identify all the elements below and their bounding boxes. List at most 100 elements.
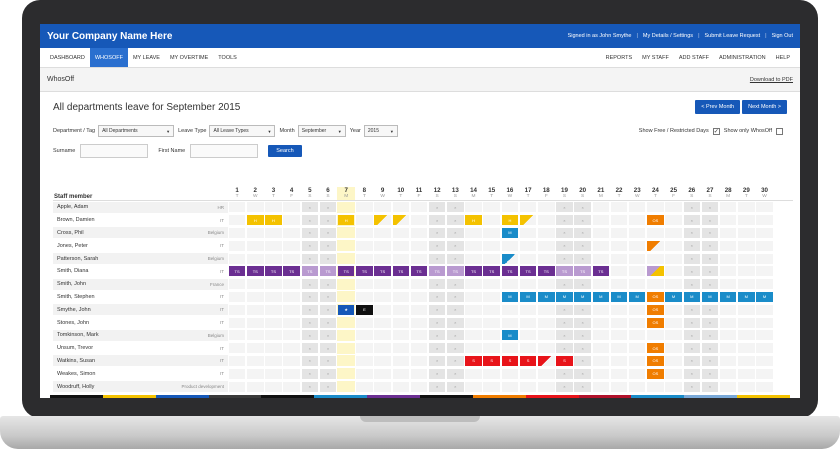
empty-day[interactable] [410, 291, 428, 302]
empty-day[interactable] [665, 381, 682, 392]
day-cell[interactable] [264, 368, 282, 379]
day-cell[interactable] [519, 215, 537, 226]
empty-day[interactable] [356, 240, 373, 251]
empty-day[interactable] [410, 304, 428, 315]
day-cell[interactable]: × [301, 279, 319, 290]
staff-name[interactable]: Patterson, Sarah [57, 255, 99, 262]
empty-day[interactable] [465, 343, 482, 354]
day-cell[interactable]: OS [646, 355, 664, 366]
empty-day[interactable] [610, 317, 628, 328]
staff-name[interactable]: Tomkinson, Mark [57, 332, 99, 339]
empty-day[interactable] [356, 227, 373, 238]
day-cell[interactable] [665, 317, 683, 328]
empty-day[interactable] [265, 330, 282, 341]
day-cell[interactable]: × [683, 266, 701, 277]
day-cell[interactable] [228, 381, 246, 392]
day-cell[interactable]: × [446, 317, 464, 328]
empty-day[interactable] [283, 317, 300, 328]
day-cell[interactable]: × [301, 202, 319, 213]
day-cell[interactable]: TS [374, 266, 392, 277]
empty-day[interactable] [410, 381, 428, 392]
empty-day[interactable] [374, 355, 391, 366]
day-cell[interactable]: S [519, 355, 537, 366]
empty-day[interactable] [247, 291, 264, 302]
day-cell[interactable]: S [464, 355, 482, 366]
leave-block[interactable]: M [701, 291, 719, 302]
empty-day[interactable] [501, 240, 519, 251]
day-cell[interactable] [646, 253, 664, 264]
empty-day[interactable] [247, 304, 264, 315]
day-cell[interactable] [283, 368, 301, 379]
day-cell[interactable] [501, 368, 519, 379]
staff-name-cell[interactable]: Unsum, Trevor IT [53, 343, 228, 354]
download-pdf-link[interactable]: Download to PDF [749, 76, 793, 83]
day-cell[interactable] [646, 240, 664, 251]
empty-day[interactable] [247, 279, 264, 290]
day-cell[interactable] [337, 342, 356, 354]
staff-name[interactable]: Unsum, Trevor [57, 345, 94, 352]
empty-day[interactable] [228, 381, 246, 392]
empty-day[interactable] [628, 355, 646, 366]
day-cell[interactable]: OS [646, 215, 664, 226]
day-cell[interactable] [374, 253, 392, 264]
day-cell[interactable]: × [446, 381, 464, 392]
day-cell[interactable]: S [483, 355, 501, 366]
empty-day[interactable] [265, 381, 282, 392]
day-cell[interactable]: × [428, 304, 446, 315]
empty-day[interactable] [538, 279, 555, 290]
empty-day[interactable] [483, 343, 500, 354]
day-cell[interactable] [501, 279, 519, 290]
empty-day[interactable] [338, 254, 355, 264]
empty-day[interactable] [610, 202, 628, 213]
day-cell[interactable]: × [319, 240, 337, 251]
empty-day[interactable] [592, 202, 610, 213]
day-cell[interactable]: × [428, 279, 446, 290]
leave-block[interactable]: TS [374, 266, 391, 277]
day-cell[interactable] [755, 381, 773, 392]
staff-name-cell[interactable]: Weakes, Simon IT [53, 368, 228, 379]
day-cell[interactable] [737, 240, 755, 251]
empty-day[interactable] [519, 317, 537, 328]
day-cell[interactable] [755, 343, 773, 354]
day-cell[interactable] [464, 227, 482, 238]
day-cell[interactable] [501, 343, 519, 354]
day-cell[interactable] [665, 227, 683, 238]
day-cell[interactable] [264, 253, 282, 264]
day-cell[interactable]: M [755, 291, 773, 302]
day-cell[interactable] [246, 343, 264, 354]
day-cell[interactable] [737, 343, 755, 354]
day-cell[interactable]: × [701, 253, 719, 264]
empty-day[interactable] [465, 381, 482, 392]
day-cell[interactable] [246, 330, 264, 341]
empty-day[interactable] [247, 317, 264, 328]
day-cell[interactable] [228, 202, 246, 213]
leave-block[interactable]: ★ [337, 304, 355, 315]
day-cell[interactable]: × [428, 330, 446, 341]
empty-day[interactable] [338, 228, 355, 238]
empty-day[interactable] [392, 227, 410, 238]
day-cell[interactable] [719, 279, 737, 290]
empty-day[interactable] [283, 253, 300, 264]
empty-day[interactable] [738, 343, 755, 354]
empty-day[interactable] [356, 368, 373, 379]
empty-day[interactable] [756, 304, 773, 315]
day-cell[interactable]: M [683, 291, 701, 302]
day-cell[interactable] [628, 330, 646, 341]
empty-day[interactable] [228, 330, 246, 341]
leave-block[interactable]: TS [592, 266, 610, 277]
day-cell[interactable] [519, 253, 537, 264]
day-cell[interactable] [283, 381, 301, 392]
day-cell[interactable] [392, 330, 410, 341]
day-cell[interactable] [519, 381, 537, 392]
empty-day[interactable] [392, 368, 410, 379]
day-cell[interactable] [374, 202, 392, 213]
day-cell[interactable] [464, 253, 482, 264]
empty-day[interactable] [228, 227, 246, 238]
day-cell[interactable] [410, 240, 428, 251]
day-cell[interactable] [283, 343, 301, 354]
empty-day[interactable] [265, 253, 282, 264]
day-cell[interactable] [246, 355, 264, 366]
day-cell[interactable] [337, 368, 356, 380]
day-cell[interactable] [283, 317, 301, 328]
day-cell[interactable]: TS [592, 266, 610, 277]
